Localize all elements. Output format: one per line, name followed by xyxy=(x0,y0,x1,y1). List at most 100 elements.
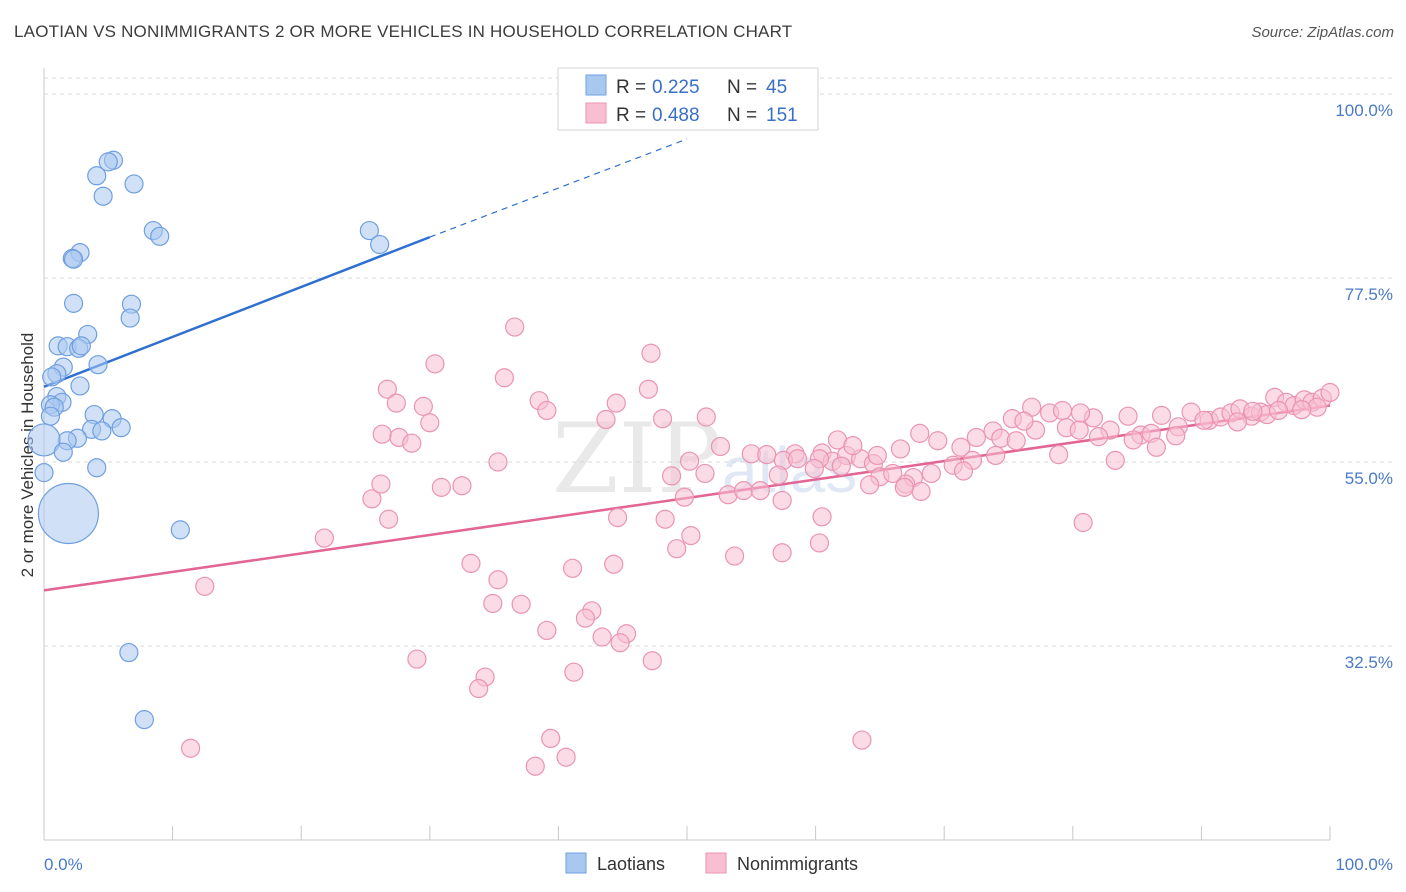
point-nonimmigrants-77 xyxy=(541,728,561,749)
point-laotians-2 xyxy=(87,166,107,186)
point-nonimmigrants-52 xyxy=(809,533,830,553)
point-nonimmigrants-31 xyxy=(695,463,715,484)
point-nonimmigrants-4 xyxy=(377,379,397,399)
point-nonimmigrants-117 xyxy=(1292,400,1312,420)
point-nonimmigrants-29 xyxy=(831,456,851,476)
point-nonimmigrants-51 xyxy=(812,507,832,527)
data-points xyxy=(27,150,1340,776)
point-laotians-35 xyxy=(27,423,61,457)
point-nonimmigrants-64 xyxy=(537,620,557,641)
point-laotians-38 xyxy=(34,463,54,483)
point-nonimmigrants-55 xyxy=(379,509,399,529)
point-nonimmigrants-131 xyxy=(986,445,1006,466)
point-nonimmigrants-96 xyxy=(1118,406,1138,426)
legend-n-label-1: N = xyxy=(727,105,757,126)
point-laotians-43 xyxy=(119,642,139,663)
chart-title: LAOTIAN VS NONIMMIGRANTS 2 OR MORE VEHIC… xyxy=(14,22,793,41)
point-laotians-17 xyxy=(71,336,91,356)
point-nonimmigrants-123 xyxy=(1146,437,1166,457)
point-nonimmigrants-63 xyxy=(511,594,531,614)
y-axis-title: 2 or more Vehicles in Household xyxy=(18,333,37,578)
point-nonimmigrants-18 xyxy=(488,452,508,472)
point-nonimmigrants-9 xyxy=(413,396,433,416)
point-nonimmigrants-49 xyxy=(724,546,745,566)
trend-lines xyxy=(43,138,1331,592)
point-nonimmigrants-136 xyxy=(883,463,903,484)
point-nonimmigrants-47 xyxy=(681,525,701,546)
legend-r-value-0: 0.225 xyxy=(652,77,700,98)
point-nonimmigrants-76 xyxy=(564,662,584,682)
legend: R = 0.225 N = 45 R = 0.488 N = 151 xyxy=(557,67,819,131)
legend-n-label-0: N = xyxy=(727,77,757,98)
bottom-legend-swatch-0 xyxy=(565,852,587,874)
point-laotians-12 xyxy=(120,308,140,328)
point-nonimmigrants-84 xyxy=(928,431,948,451)
point-nonimmigrants-58 xyxy=(314,528,334,548)
point-nonimmigrants-142 xyxy=(953,461,974,481)
point-nonimmigrants-128 xyxy=(1049,445,1069,465)
point-nonimmigrants-127 xyxy=(1070,403,1091,423)
bottom-legend-label-0: Laotians xyxy=(597,854,665,874)
point-nonimmigrants-65 xyxy=(562,558,583,578)
point-nonimmigrants-15 xyxy=(372,424,392,444)
point-nonimmigrants-57 xyxy=(452,476,472,496)
point-nonimmigrants-1 xyxy=(425,354,445,374)
point-laotians-18 xyxy=(88,355,108,375)
point-nonimmigrants-99 xyxy=(1151,405,1172,425)
point-nonimmigrants-75 xyxy=(469,678,489,699)
point-nonimmigrants-134 xyxy=(921,463,941,484)
point-nonimmigrants-43 xyxy=(661,466,682,486)
point-nonimmigrants-71 xyxy=(610,633,630,653)
point-nonimmigrants-21 xyxy=(757,445,777,465)
legend-r-label-0: R = xyxy=(616,77,646,98)
bottom-legend-swatch-1 xyxy=(705,852,727,874)
point-nonimmigrants-33 xyxy=(733,481,754,501)
point-laotians-31 xyxy=(92,421,112,441)
legend-n-value-0: 45 xyxy=(766,77,787,98)
point-nonimmigrants-79 xyxy=(556,747,576,767)
point-nonimmigrants-19 xyxy=(710,436,731,457)
point-nonimmigrants-53 xyxy=(362,489,382,509)
point-nonimmigrants-82 xyxy=(890,439,911,459)
point-nonimmigrants-120 xyxy=(1227,412,1248,432)
point-nonimmigrants-59 xyxy=(195,576,215,596)
point-nonimmigrants-62 xyxy=(483,593,503,614)
point-nonimmigrants-48 xyxy=(667,539,687,559)
point-nonimmigrants-10 xyxy=(537,400,557,421)
point-nonimmigrants-125 xyxy=(1105,450,1125,470)
point-laotians-41 xyxy=(359,220,379,241)
point-laotians-42 xyxy=(370,234,390,255)
point-nonimmigrants-130 xyxy=(1006,431,1026,451)
point-nonimmigrants-5 xyxy=(638,379,659,399)
point-nonimmigrants-17 xyxy=(402,433,422,453)
point-nonimmigrants-72 xyxy=(407,649,427,669)
point-nonimmigrants-24 xyxy=(787,449,808,469)
point-laotians-40 xyxy=(170,520,190,540)
y-tick-label-3: 32.5% xyxy=(1345,653,1393,672)
point-nonimmigrants-11 xyxy=(652,409,673,429)
point-nonimmigrants-119 xyxy=(1243,401,1263,421)
point-nonimmigrants-38 xyxy=(804,458,824,479)
point-laotians-6 xyxy=(150,226,170,246)
y-tick-label-2: 55.0% xyxy=(1345,469,1393,488)
point-nonimmigrants-7 xyxy=(606,393,626,413)
point-nonimmigrants-44 xyxy=(674,487,695,507)
point-nonimmigrants-122 xyxy=(1166,426,1186,446)
point-nonimmigrants-61 xyxy=(488,570,508,590)
legend-r-value-1: 0.488 xyxy=(652,105,700,126)
axes: 0.0% 100.0% 100.0% 77.5% 55.0% 32.5% 2 or more… xyxy=(18,68,1393,874)
point-nonimmigrants-12 xyxy=(696,407,716,427)
point-laotians-44 xyxy=(134,709,154,730)
point-nonimmigrants-140 xyxy=(867,445,887,466)
point-nonimmigrants-45 xyxy=(607,508,628,528)
point-laotians-10 xyxy=(63,293,84,313)
point-nonimmigrants-14 xyxy=(420,413,440,433)
point-nonimmigrants-145 xyxy=(1073,512,1093,533)
point-laotians-27 xyxy=(40,406,61,426)
point-nonimmigrants-137 xyxy=(860,475,880,495)
point-nonimmigrants-60 xyxy=(461,553,481,574)
point-nonimmigrants-141 xyxy=(894,477,914,497)
point-laotians-22 xyxy=(70,376,90,396)
point-nonimmigrants-80 xyxy=(181,738,201,758)
point-nonimmigrants-86 xyxy=(966,427,986,448)
